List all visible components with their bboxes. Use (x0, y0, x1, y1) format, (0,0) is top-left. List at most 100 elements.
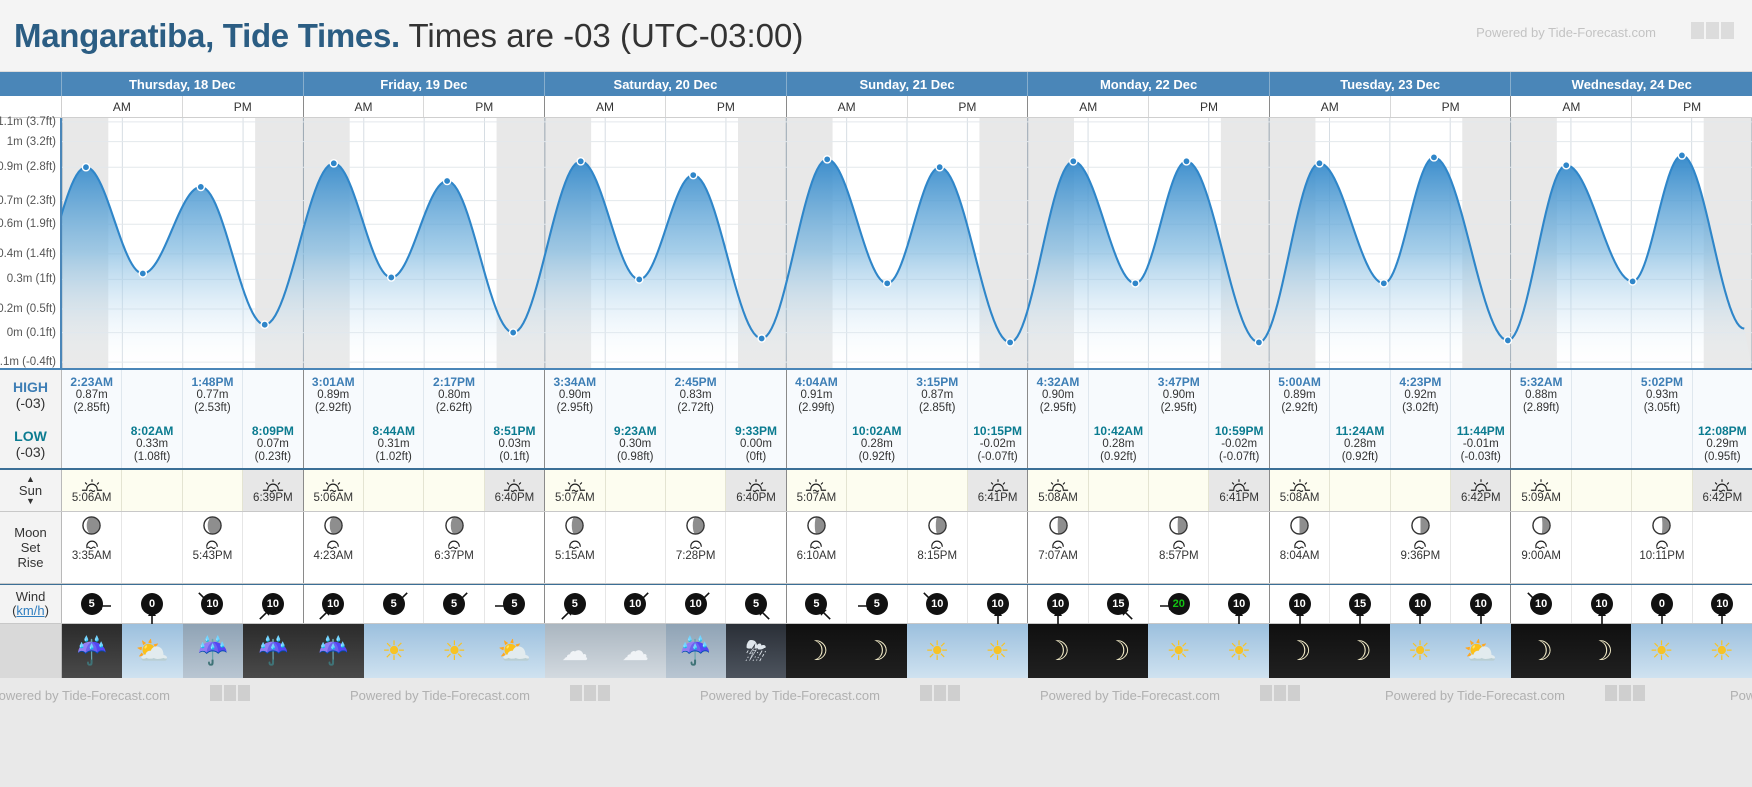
wind-speed-badge: 10 (1469, 593, 1492, 615)
weather-day-group: ☔ ⛅ ☔ ☔ (62, 624, 304, 678)
ampm-cell: AM (1270, 96, 1391, 117)
weather-sky-background (1450, 624, 1511, 678)
high-tide-cell (1571, 370, 1633, 420)
moon-day-group: 9:00AM 10:11PM (1511, 512, 1752, 583)
moon-empty-cell (1451, 512, 1511, 583)
weather-sky-background (906, 624, 968, 678)
tide-time: 5:32AM (1519, 374, 1563, 389)
powered-by-footer: Powered by Tide-Forecast.com (1040, 688, 1220, 703)
sunset-icon (262, 478, 284, 492)
ampm-day-group: AM PM (787, 96, 1029, 117)
tide-height-ft: (0.92ft) (1341, 450, 1379, 463)
sunrise-cell: 5:09AM (1511, 470, 1572, 511)
sun-empty-cell (907, 470, 968, 511)
sun-time: 6:42PM (1702, 491, 1743, 504)
moon-set-label-text: Set (20, 540, 41, 555)
sun-label-text: Sun (18, 483, 43, 498)
low-tide-cell (1149, 420, 1210, 468)
moonset-icon (1052, 540, 1064, 550)
cloudy-icon: ☁ (561, 635, 589, 666)
wind-day-group: 10 5 5 5 (303, 585, 546, 623)
powered-by-bars-footer (570, 685, 610, 701)
weather-icon-cell: ☽ (1088, 624, 1149, 678)
weather-sky-background (1691, 624, 1752, 678)
moonrise-cell: 5:43PM (182, 512, 244, 583)
wind-speed-badge: 5 (443, 593, 466, 615)
moonrise-icon (1172, 540, 1185, 550)
sunrise-icon (81, 478, 102, 492)
moon-empty-cell (484, 512, 545, 583)
weather-sky-background (665, 624, 726, 678)
tide-height-ft: (0ft) (745, 450, 767, 463)
tide-height-ft: (3.05ft) (1643, 401, 1681, 414)
tide-time: 8:02AM (130, 423, 174, 438)
wind-speed-badge: 15 (1107, 593, 1130, 615)
ampm-day-group: AM PM (1028, 96, 1270, 117)
tide-day-group: 3:01AM 0.89m (2.92ft) 2:17PM 0.80m (2.62ft) (303, 370, 546, 420)
day-header-cell: Sunday, 21 Dec (787, 72, 1029, 96)
rain-night-icon: ☔ (75, 635, 109, 666)
ampm-day-group: AM PM (62, 96, 304, 117)
moon-empty-cell (967, 512, 1028, 583)
low-tide-cell: 11:24AM 0.28m (0.92ft) (1330, 420, 1391, 468)
low-tide-cell (1028, 420, 1089, 468)
tide-height-m: 0.83m (679, 388, 712, 401)
moonrise-cell: 9:36PM (1390, 512, 1452, 583)
sun-empty-cell (363, 470, 425, 511)
powered-by-footer: Powered by Tide-Forecast.com (700, 688, 880, 703)
moon-time: 5:15AM (555, 550, 595, 562)
wind-speed-badge: 10 (1590, 593, 1613, 615)
low-tide-cell (1269, 420, 1331, 468)
moon-time: 7:07AM (1038, 550, 1078, 562)
tide-time: 12:08PM (1697, 423, 1747, 438)
low-tide-cell (182, 420, 244, 468)
tide-day-group: 4:32AM 0.90m (2.95ft) 3:47PM 0.90m (2.95ft) (1028, 370, 1270, 420)
moon-event-icon (805, 535, 827, 550)
rain-day-icon: ☔ (678, 635, 713, 666)
sun-day-group: 5:08AM 6:42PM (1269, 470, 1512, 511)
moon-day-group: 8:04AM 9:36PM (1269, 512, 1512, 583)
day-header-cell: Wednesday, 24 Dec (1571, 76, 1692, 92)
wind-speed-badge: 10 (1530, 593, 1553, 615)
weather-icon-cell: ☽ (786, 624, 847, 678)
tide-time: 4:23PM (1399, 374, 1442, 389)
sun-empty-cell (847, 470, 908, 511)
tide-height-ft: (-0.03ft) (1460, 450, 1501, 463)
storm-night-icon: ⛈ (745, 635, 767, 666)
wind-speed-badge: 10 (684, 593, 707, 615)
tide-time: 8:51PM (493, 423, 536, 438)
high-tide-cell (605, 370, 666, 420)
sun-day-group: 5:07AM 6:41PM (786, 470, 1029, 511)
low-tide-cell (1511, 420, 1572, 468)
low-tide-cell (1390, 420, 1452, 468)
weather-sky-background (1510, 624, 1571, 678)
sunrise-icon (806, 478, 827, 492)
weather-sky-background (544, 624, 606, 678)
weather-day-group: ☔ ☀ ☀ ⛅ (303, 624, 545, 678)
moonset-icon (85, 540, 98, 550)
high-tide-cell: 2:45PM 0.83m (2.72ft) (665, 370, 727, 420)
sun-row: ▲ Sun ▼ 5:06AM 6:39PM 5:06AM 6:40PM 5:07AM 6:… (0, 468, 1752, 512)
sunny-icon: ☀ (1649, 635, 1674, 666)
moon-event-icon (1651, 535, 1673, 550)
tide-curve-svg (62, 118, 1752, 368)
moonrise-icon (1656, 540, 1668, 550)
moon-empty-cell (363, 512, 425, 583)
powered-by-bars-footer (1605, 685, 1645, 701)
weather-sky-background (1570, 624, 1632, 678)
y-axis-tick-label: 0.3m (1ft) (6, 273, 56, 286)
y-axis-tick-label: 0.7m (2.3ft) (0, 194, 56, 207)
weather-day-group: ☽ ☽ ☀ ☀ (1027, 624, 1270, 678)
sun-time: 5:08AM (1038, 491, 1078, 504)
moon-event-icon (1047, 535, 1069, 550)
sun-time: 5:06AM (313, 491, 354, 504)
weather-sky-background (786, 624, 847, 678)
low-tide-cell: 8:02AM 0.33m (1.08ft) (122, 420, 183, 468)
moon-phase-icon (1652, 516, 1672, 535)
wind-unit-text[interactable]: (km/h) (12, 603, 49, 618)
wind-speed-badge: 10 (1047, 593, 1069, 615)
sun-day-group: 5:08AM 6:41PM (1028, 470, 1270, 511)
low-tide-label-text: LOW (14, 428, 47, 444)
tide-height-m: 0.03m (498, 437, 531, 450)
tide-chart: 1.1m (3.7ft) 1m (3.2ft) 0.9m (2.8ft) 0.7m (… (0, 116, 1752, 368)
